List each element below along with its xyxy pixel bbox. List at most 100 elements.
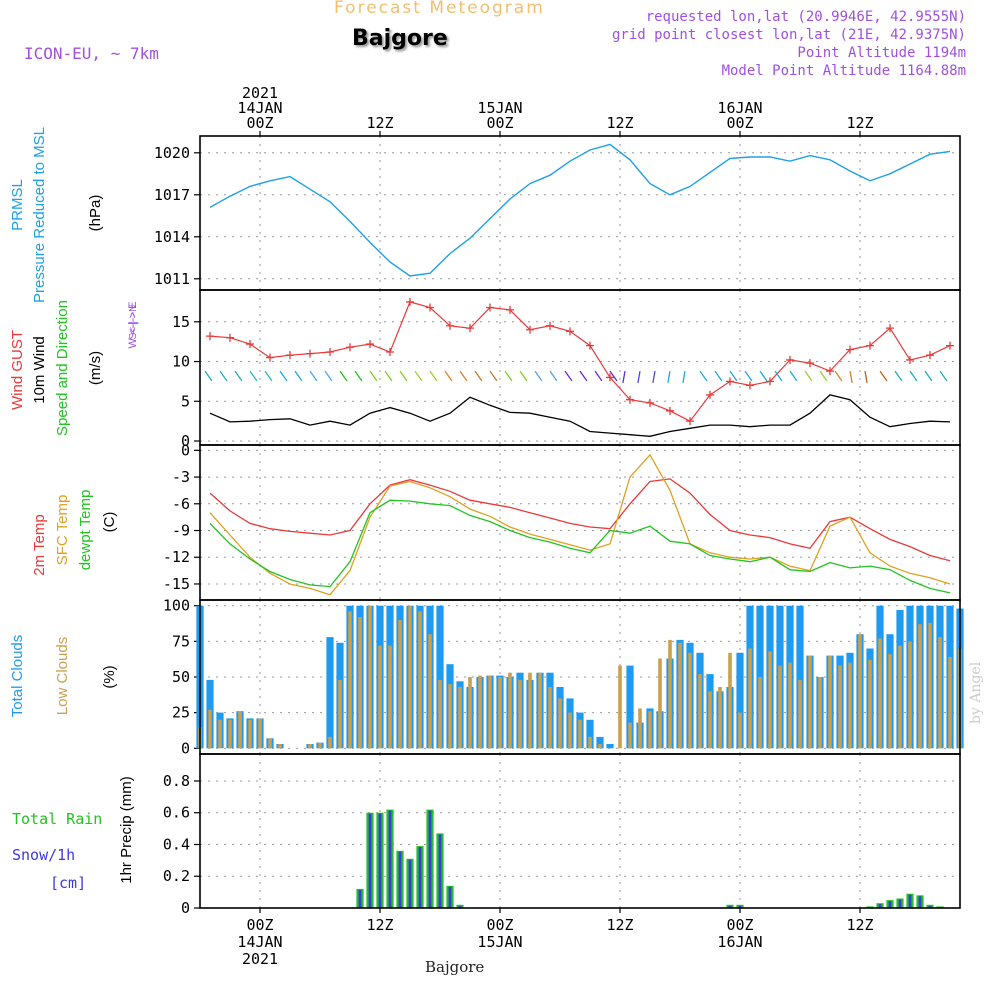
wind-gust-marker (226, 333, 234, 342)
cloud-low-bar (328, 736, 332, 749)
top-time-label: 12Z (846, 114, 873, 132)
precip-snow-bar (418, 847, 422, 908)
wind-ylabel-gust: Wind GUST (9, 330, 26, 410)
requested-coords: requested lon,lat (20.9946E, 42.9555N) (645, 9, 966, 25)
cloud-low-bar (478, 675, 482, 749)
wind-gust-marker (586, 341, 594, 350)
wind-direction-arrow (399, 370, 408, 382)
precip-ytick-label: 0 (181, 899, 190, 917)
wind-direction-arrow (279, 370, 288, 382)
precip-snow-bar (398, 851, 402, 908)
wind-unit: (m/s) (87, 351, 104, 385)
wind-gust-marker (826, 367, 834, 376)
wind-direction-arrow (579, 370, 588, 382)
cloud-low-bar (378, 645, 382, 749)
cloud-low-bar (898, 645, 902, 749)
wind-gust-marker (726, 377, 734, 386)
cloud-low-bar (748, 648, 752, 749)
precip-snow-bar (888, 901, 892, 908)
wind-gust-marker (886, 324, 894, 333)
top-time-label: 00Z (726, 114, 753, 132)
wind-compass-we: W <-|-> E (127, 302, 139, 349)
bottom-time-label: 00Z (486, 916, 513, 934)
cloud-low-bar (728, 652, 732, 749)
temperature-ytick-label: -3 (172, 468, 190, 486)
cloud-low-bar (648, 711, 652, 749)
wind-direction-arrow (699, 370, 708, 382)
cloud-low-bar (768, 651, 772, 749)
cloud-low-bar (318, 742, 322, 749)
wind-gust-marker (486, 303, 494, 312)
bottom-time-label: 15JAN (477, 933, 522, 951)
cloud-low-bar (738, 712, 742, 749)
wind-direction-arrow (519, 370, 528, 382)
wind-gust-marker (406, 297, 414, 306)
cloud-low-bar (698, 674, 702, 749)
cloud-low-bar (558, 698, 562, 749)
wind-direction-arrow (864, 370, 868, 384)
cloud-low-bar (208, 709, 212, 749)
cloud-low-bar (348, 611, 352, 749)
wind-gust-marker (706, 390, 714, 399)
precip-snow-bar (378, 813, 382, 908)
bottom-time-label: 00Z (726, 916, 753, 934)
wind-direction-arrow (622, 370, 626, 384)
cloud-low-bar (788, 662, 792, 749)
clouds-ylabel-total: Total Clouds (9, 635, 26, 718)
wind-compass-sn: S<-|->N (128, 305, 139, 340)
precip-legend-cm: [cm] (50, 874, 86, 892)
wind-direction-arrow (444, 370, 453, 382)
cloud-low-bar (598, 744, 602, 749)
wind-direction-arrow (204, 370, 213, 382)
top-time-label: 00Z (486, 114, 513, 132)
wind-gust-marker (306, 349, 314, 358)
bottom-time-label: 12Z (366, 916, 393, 934)
wind-direction-arrow (834, 370, 843, 382)
wind-gust-marker (946, 341, 954, 350)
chart-title: Forecast Meteogram (334, 0, 545, 18)
top-time-label: 15JAN (477, 99, 522, 117)
clouds-unit: (%) (101, 665, 118, 688)
wind-gust-marker (606, 373, 614, 382)
bottom-time-label: 12Z (606, 916, 633, 934)
cloud-low-bar (948, 657, 952, 749)
wind-ytick-label: 15 (172, 313, 190, 331)
temperature-frame (199, 444, 961, 601)
cloud-low-bar (808, 655, 812, 749)
pressure-ylabel-1: PRMSL (9, 179, 26, 231)
clouds-ytick-label: 0 (181, 739, 190, 757)
wind-gust-marker (206, 332, 214, 341)
cloud-low-bar (238, 711, 242, 749)
top-time-label: 12Z (606, 114, 633, 132)
wind-direction-arrow (849, 370, 853, 384)
wind-direction-arrow (549, 370, 558, 382)
wind-gust-marker (926, 351, 934, 360)
wind-direction-arrow (354, 370, 363, 382)
temperature-ytick-label: -12 (163, 548, 190, 566)
cloud-total-bar (626, 665, 634, 749)
cloud-low-bar (528, 672, 532, 749)
cloud-low-bar (718, 687, 722, 749)
cloud-low-bar (388, 645, 392, 749)
wind-gust-marker (846, 345, 854, 354)
cloud-low-bar (308, 744, 312, 749)
wind-direction-arrow (459, 370, 468, 382)
bottom-time-label: 16JAN (717, 933, 762, 951)
wind-direction-arrow (729, 370, 738, 382)
cloud-low-bar (248, 719, 252, 749)
wind-gust-marker (466, 324, 474, 333)
cloud-low-bar (868, 659, 872, 749)
cloud-low-bar (668, 639, 672, 749)
wind-gust-marker (906, 355, 914, 364)
wind-direction-arrow (879, 370, 888, 382)
wind-ylabel-speed: 10m Wind (31, 336, 48, 404)
wind-direction-arrow (324, 370, 333, 382)
precip-snow-bar (408, 859, 412, 908)
point-altitude: Point Altitude 1194m (797, 45, 966, 61)
wind-direction-arrow (564, 370, 573, 382)
cloud-low-bar (218, 719, 222, 749)
pressure-unit: (hPa) (87, 195, 104, 232)
wind-direction-arrow (894, 370, 903, 382)
wind-direction-arrow (534, 370, 543, 382)
cloud-low-bar (678, 642, 682, 749)
